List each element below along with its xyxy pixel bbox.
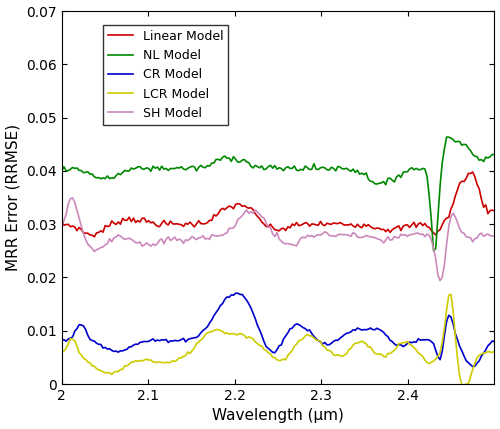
- SH Model: [176, 236, 182, 242]
- Linear Model: [58, 219, 64, 224]
- SH Model: [58, 224, 64, 229]
- LCR Model: [456, 374, 462, 379]
- NL Model: [174, 165, 180, 170]
- NL Model: [139, 166, 145, 172]
- SH Model: [459, 230, 465, 235]
- Line: Linear Model: Linear Model: [62, 172, 494, 237]
- NL Model: [444, 134, 450, 139]
- CR Model: [174, 338, 180, 343]
- CR Model: [76, 322, 82, 327]
- CR Model: [474, 360, 480, 366]
- CR Model: [492, 339, 498, 344]
- SH Model: [78, 224, 84, 229]
- Line: LCR Model: LCR Model: [62, 294, 494, 385]
- NL Model: [85, 169, 91, 174]
- NL Model: [58, 169, 64, 174]
- CR Model: [470, 364, 476, 369]
- CR Model: [58, 338, 64, 343]
- Linear Model: [456, 181, 462, 186]
- NL Model: [459, 143, 465, 148]
- Linear Model: [85, 231, 91, 236]
- CR Model: [232, 290, 238, 296]
- LCR Model: [85, 360, 91, 365]
- CR Model: [456, 344, 462, 349]
- SH Model: [87, 244, 93, 249]
- LCR Model: [139, 358, 145, 363]
- Linear Model: [474, 182, 480, 187]
- LCR Model: [76, 350, 82, 355]
- LCR Model: [448, 292, 454, 297]
- Line: SH Model: SH Model: [62, 198, 494, 281]
- Linear Model: [92, 234, 98, 239]
- LCR Model: [174, 357, 180, 363]
- SH Model: [142, 242, 148, 248]
- SH Model: [437, 278, 443, 283]
- Linear Model: [470, 169, 476, 175]
- NL Model: [76, 168, 82, 173]
- CR Model: [139, 339, 145, 344]
- SH Model: [70, 195, 75, 200]
- NL Model: [474, 154, 480, 159]
- NL Model: [430, 248, 436, 254]
- Y-axis label: MRR Error (RRMSE): MRR Error (RRMSE): [6, 124, 20, 271]
- LCR Model: [492, 349, 498, 354]
- Linear Model: [142, 216, 148, 221]
- SH Model: [474, 236, 480, 241]
- X-axis label: Wavelength (μm): Wavelength (μm): [212, 408, 344, 423]
- Linear Model: [176, 222, 182, 227]
- CR Model: [85, 333, 91, 338]
- Line: NL Model: NL Model: [62, 137, 494, 251]
- SH Model: [492, 233, 498, 239]
- Legend: Linear Model, NL Model, CR Model, LCR Model, SH Model: Linear Model, NL Model, CR Model, LCR Mo…: [102, 25, 228, 125]
- LCR Model: [474, 355, 480, 360]
- NL Model: [492, 152, 498, 157]
- Line: CR Model: CR Model: [62, 293, 494, 366]
- Linear Model: [76, 225, 82, 230]
- LCR Model: [58, 349, 64, 354]
- LCR Model: [461, 383, 467, 388]
- Linear Model: [492, 208, 498, 213]
